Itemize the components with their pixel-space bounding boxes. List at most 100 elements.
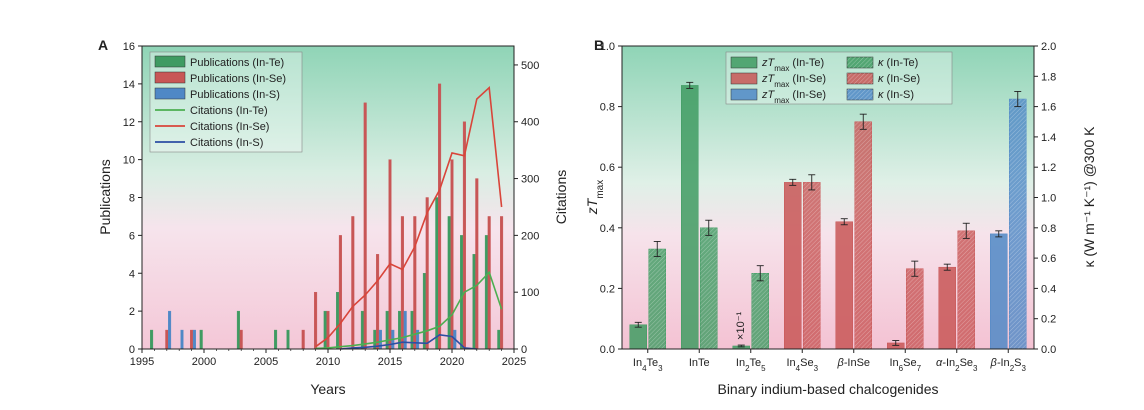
y-tick-label: 1.0: [600, 41, 615, 53]
legend-swatch-hatch: [847, 73, 873, 84]
x-tick-label: 1995: [130, 356, 154, 368]
legend-swatch: [154, 55, 186, 68]
legend-label: zTmax (In-Se): [761, 89, 826, 105]
y2-tick-label: 1.4: [1041, 132, 1056, 144]
bar-publications-in-te-2007: [286, 329, 290, 350]
legend-swatch: [154, 87, 186, 100]
category-label: InTe: [689, 357, 710, 369]
bar-publications-in-te-2003: [236, 310, 240, 350]
zt-bar-4: [835, 221, 853, 350]
y-tick-label: 14: [123, 79, 135, 91]
panel-a: A 1995 2000 2005 2010 2015 2020 20250246810121…: [97, 37, 569, 397]
bar-publications-in-s-2016: [403, 310, 407, 350]
bar-publications-in-se-2010: [326, 310, 330, 350]
x-tick-label: 2010: [316, 356, 340, 368]
y-tick-label: 0.4: [600, 223, 615, 235]
category-label: In4Se3: [786, 357, 818, 373]
y-tick-label: 0.2: [600, 283, 615, 295]
line-citations-in-te: [315, 270, 503, 350]
bar-publications-in-se-2012: [351, 216, 355, 350]
bar-publications-in-se-1997: [165, 329, 169, 350]
legend-label: κ (In-Te): [878, 57, 918, 69]
bar-publications-in-se-2014: [376, 254, 380, 350]
panel-b-xlabel: Binary indium-based chalcogenides: [717, 381, 938, 397]
y-tick-label: 0: [129, 344, 135, 356]
y2-tick-label: 500: [521, 60, 539, 72]
y-tick-label: 0.8: [600, 102, 615, 114]
bar-publications-in-se-2008: [301, 329, 305, 350]
panel-b: B ×10⁻¹ 0.0 0.2 0.4 0.6 0.8 1.0 0.0 0.2 0.4 0.6 0.…: [584, 37, 1097, 397]
bar-publications-in-te-2023: [484, 235, 488, 350]
bar-publications-in-se-2015: [388, 159, 392, 350]
category-label: β-In2S3: [990, 357, 1027, 373]
y2-tick-label: 0.6: [1041, 253, 1056, 265]
legend-label: κ (In-Se): [878, 73, 920, 85]
kappa-bar-hatch: [906, 268, 924, 349]
kappa-bar-hatch: [751, 273, 769, 349]
y2-tick-label: 0.0: [1041, 344, 1056, 356]
y-tick-label: 10: [123, 155, 135, 167]
line-citations-in-s: [340, 333, 477, 350]
y2-tick-label: 100: [521, 287, 539, 299]
legend-label: zTmax (In-Te): [761, 57, 824, 73]
kappa-bar-hatch: [1009, 99, 1027, 350]
panel-a-xlabel: Years: [310, 381, 345, 397]
bar-publications-in-te-2013: [360, 310, 364, 350]
bar-publications-in-s-1998: [180, 329, 184, 350]
bar-publications-in-s-1999: [192, 329, 196, 350]
y2-tick-label: 0.2: [1041, 314, 1056, 326]
panel-a-legend: Publications (In-Te) Publications (In-Se)…: [149, 51, 303, 153]
bar-publications-in-se-2017: [413, 216, 417, 350]
legend-swatch-hatch: [847, 89, 873, 100]
panel-a-y2label: Citations: [553, 170, 569, 224]
y2-tick-label: 1.0: [1041, 193, 1056, 205]
y-tick-label: 6: [129, 230, 135, 242]
bar-publications-in-se-2019: [438, 83, 442, 350]
bar-publications-in-te-2000: [199, 329, 203, 350]
kappa-bar-hatch: [648, 249, 666, 349]
legend-swatch: [154, 71, 186, 84]
y-tick-label: 0.6: [600, 162, 615, 174]
legend-box: [725, 51, 953, 105]
y2-tick-label: 1.2: [1041, 162, 1056, 174]
category-label: β-InSe: [836, 357, 870, 369]
bar-publications-in-te-2018: [422, 273, 426, 350]
zt-bar-7: [990, 233, 1008, 350]
x-tick-label: 2015: [378, 356, 402, 368]
category-label: α-In2Se3: [936, 357, 978, 373]
bar-publications-in-te-2010: [323, 310, 327, 350]
y-tick-label: 2: [129, 306, 135, 318]
bar-publications-in-se-2009: [314, 291, 318, 350]
y2-tick-label: 400: [521, 117, 539, 129]
zt-bar-3: [784, 182, 802, 350]
legend-label: Publications (In-Te): [190, 57, 284, 69]
y2-tick-label: 300: [521, 174, 539, 186]
bar-publications-in-se-2023: [487, 216, 491, 350]
legend-swatch: [730, 56, 758, 69]
panel-b-legend: zTmax (In-Te)zTmax (In-Se)zTmax (In-Se)κ…: [725, 51, 953, 105]
category-label: In6Se7: [889, 357, 921, 373]
kappa-bar-hatch: [854, 121, 872, 349]
legend-label: Publications (In-S): [190, 89, 280, 101]
legend-label: Citations (In-Te): [190, 105, 268, 117]
legend-label: Citations (In-Se): [190, 121, 269, 133]
bar-publications-in-te-2020: [447, 216, 451, 350]
bar-publications-in-te-1996: [150, 329, 154, 350]
legend-label: Publications (In-Se): [190, 73, 286, 85]
y2-tick-label: 1.6: [1041, 102, 1056, 114]
y2-tick-label: 0: [521, 344, 527, 356]
bar-publications-in-te-2024: [497, 329, 501, 350]
zt-bar-1: [681, 85, 699, 350]
kappa-bar-hatch: [957, 230, 975, 349]
y-tick-label: 4: [129, 268, 135, 280]
x-tick-label: 2000: [192, 356, 216, 368]
y-tick-label: 8: [129, 193, 135, 205]
legend-box: [149, 51, 303, 153]
bar-publications-in-te-2015: [385, 310, 389, 350]
panel-b-ylabel: zTmax: [584, 180, 606, 215]
zt-bar-6: [938, 266, 956, 350]
legend-swatch: [730, 88, 758, 101]
zt-bar-0: [629, 324, 647, 350]
bar-publications-in-se-1999: [190, 329, 194, 350]
